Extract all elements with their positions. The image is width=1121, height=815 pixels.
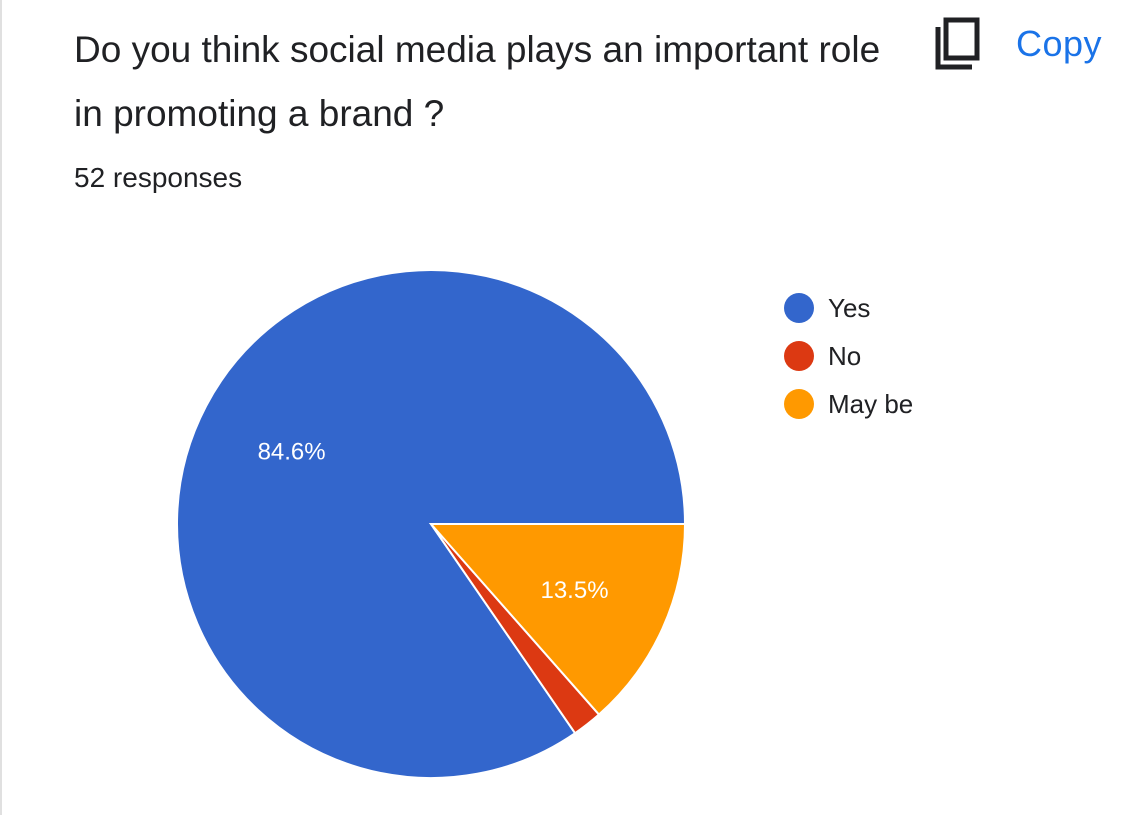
legend-label-may-be: May be	[828, 388, 914, 419]
legend-swatch-no	[784, 341, 814, 371]
legend-item-no[interactable]: No	[784, 332, 913, 380]
copy-button[interactable]: Copy	[932, 14, 1102, 74]
legend-item-may-be[interactable]: May be	[784, 380, 913, 428]
legend-label-yes: Yes	[828, 292, 871, 323]
copy-icon	[935, 17, 980, 70]
legend-swatch-may-be	[784, 389, 814, 419]
chart-legend: Yes No May be	[784, 284, 913, 428]
pie-slice-may-be[interactable]	[428, 523, 687, 716]
data-label-may-be: 13.5%	[540, 577, 608, 604]
data-label-yes: 84.6%	[258, 439, 326, 466]
response-count: 52 responses	[74, 162, 243, 193]
copy-button-label: Copy	[1016, 23, 1103, 64]
legend-item-yes[interactable]: Yes	[784, 284, 913, 332]
legend-swatch-yes	[784, 293, 814, 323]
legend-label-no: No	[828, 340, 862, 371]
question-title: Do you think social media plays an impor…	[74, 29, 881, 134]
